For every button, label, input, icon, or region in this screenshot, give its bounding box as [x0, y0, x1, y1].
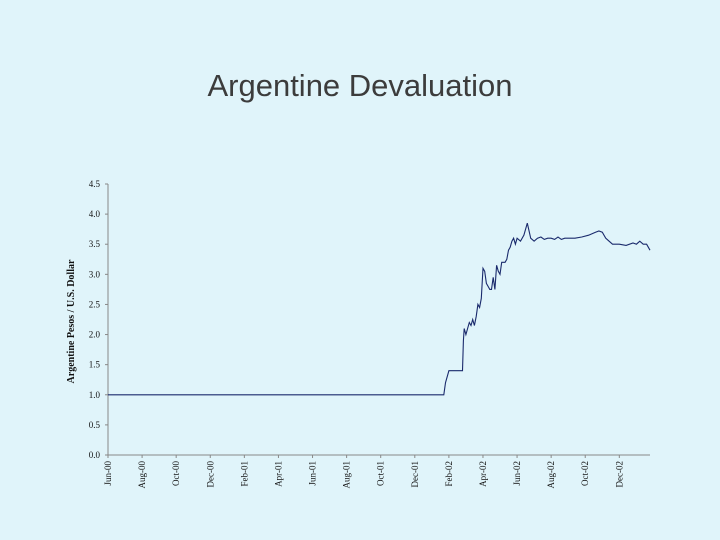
- chart-axes: [107, 184, 650, 456]
- x-ticks: Jun-00 Aug-00 Oct-00 Dec-00 Feb-01 Apr-01 Jun-…: [103, 455, 624, 489]
- x-tick-label: Jun-01: [308, 461, 318, 486]
- series-line: [108, 222, 651, 396]
- x-tick-label: Oct-00: [171, 461, 181, 486]
- y-ticks: 0.0 0.5 1.0 1.5 2.0 2.5 3.0 3.5 4.0 4.5: [89, 179, 108, 460]
- y-tick-label: 2.0: [89, 330, 101, 340]
- y-tick-label: 2.5: [89, 299, 101, 309]
- y-tick-label: 4.5: [89, 179, 101, 189]
- x-tick-label: Jun-00: [103, 461, 113, 486]
- y-axis-label: Argentine Pesos / U.S. Dollar: [66, 259, 77, 383]
- y-tick-label: 3.5: [89, 239, 101, 249]
- x-tick-label: Aug-01: [342, 461, 352, 489]
- x-tick-label: Aug-02: [546, 461, 556, 489]
- x-tick-label: Oct-01: [376, 461, 386, 486]
- y-tick-label: 1.5: [89, 360, 101, 370]
- x-tick-label: Apr-02: [478, 461, 488, 487]
- x-tick-label: Dec-00: [205, 461, 215, 488]
- y-tick-label: 0.5: [89, 420, 101, 430]
- x-tick-label: Dec-01: [410, 461, 420, 488]
- x-tick-label: Feb-01: [239, 461, 249, 487]
- slide-title: Argentine Devaluation: [207, 68, 513, 103]
- x-tick-label: Jun-02: [512, 461, 522, 486]
- x-tick-label: Dec-02: [614, 461, 624, 488]
- y-tick-label: 4.0: [89, 209, 101, 219]
- x-tick-label: Apr-01: [273, 461, 283, 487]
- y-tick-label: 1.0: [89, 390, 101, 400]
- x-tick-label: Aug-00: [137, 461, 147, 489]
- x-tick-label: Oct-02: [580, 461, 590, 486]
- y-tick-label: 0.0: [89, 450, 101, 460]
- y-tick-label: 3.0: [89, 269, 101, 279]
- x-tick-label: Feb-02: [444, 461, 454, 487]
